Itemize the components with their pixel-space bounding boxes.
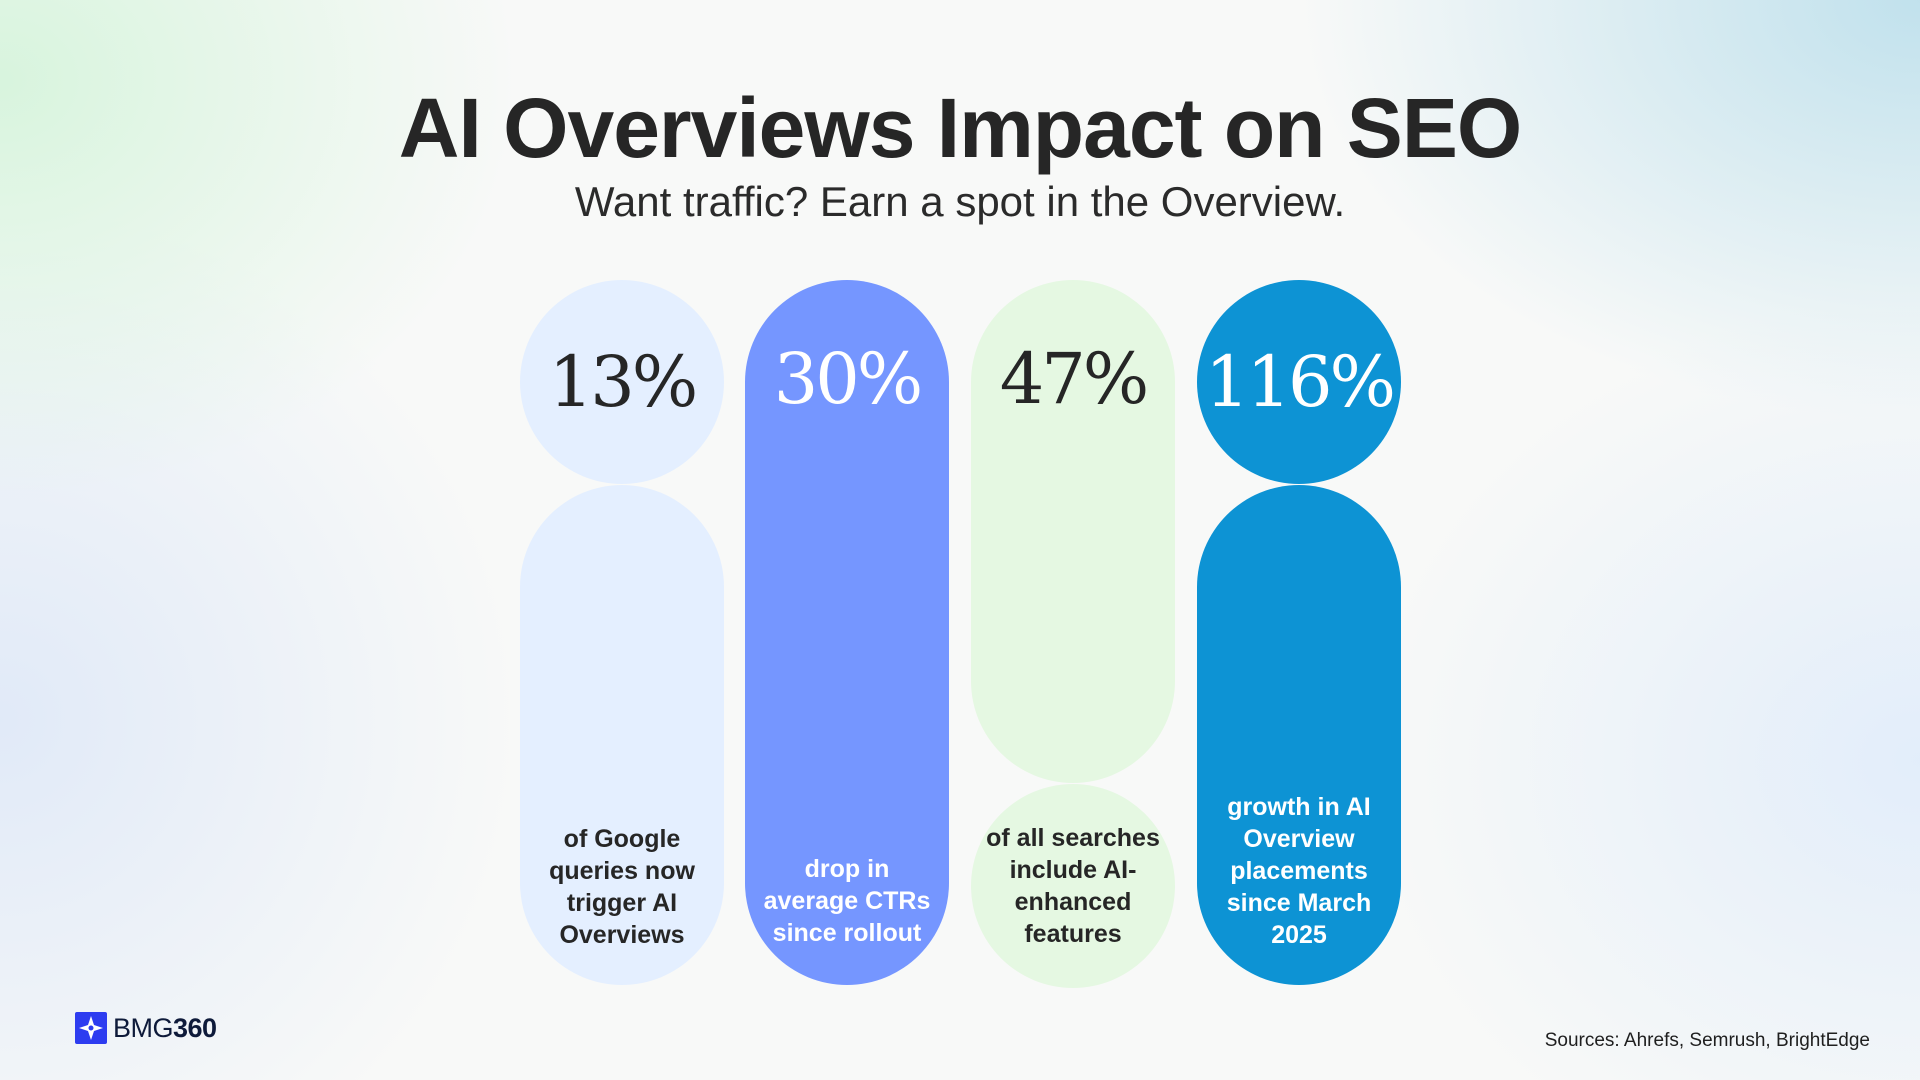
- stat-1-value: 13%: [548, 341, 699, 423]
- logo-text: BMG360: [113, 1013, 217, 1044]
- stat-4-label: growth in AI Overview placements since M…: [1226, 793, 1372, 949]
- stat-4-value: 116%: [1204, 341, 1396, 423]
- stat-1-label: of Google queries now trigger AI Overvie…: [549, 825, 695, 949]
- bmg360-logo: BMG360: [75, 1012, 217, 1044]
- page-subtitle: Want traffic? Earn a spot in the Overvie…: [574, 178, 1346, 225]
- stat-4-label-pill: growth in AI Overview placements since M…: [1197, 485, 1401, 985]
- stat-4-value-circle: 116%: [1197, 280, 1401, 484]
- stat-3-value: 47%: [999, 338, 1150, 420]
- stat-3-label: of all searches include AI-enhanced feat…: [986, 824, 1160, 948]
- logo-prefix: BMG: [113, 1012, 174, 1043]
- stat-3-label-circle: of all searches include AI-enhanced feat…: [971, 784, 1175, 988]
- stat-1-label-pill: of Google queries now trigger AI Overvie…: [520, 485, 724, 985]
- bmg360-star-logo-icon: [75, 1012, 107, 1044]
- page-title: AI Overviews Impact on SEO: [398, 81, 1522, 175]
- stat-3-value-pill: 47%: [971, 280, 1175, 783]
- logo-suffix: 360: [173, 1012, 217, 1043]
- stat-1-value-circle: 13%: [520, 280, 724, 484]
- stat-2-label: drop in average CTRs since rollout: [763, 855, 931, 947]
- stat-2-pill: 30% drop in average CTRs since rollout: [745, 280, 949, 985]
- stat-2-value: 30%: [773, 338, 924, 420]
- sources-note: Sources: Ahrefs, Semrush, BrightEdge: [1544, 1030, 1870, 1051]
